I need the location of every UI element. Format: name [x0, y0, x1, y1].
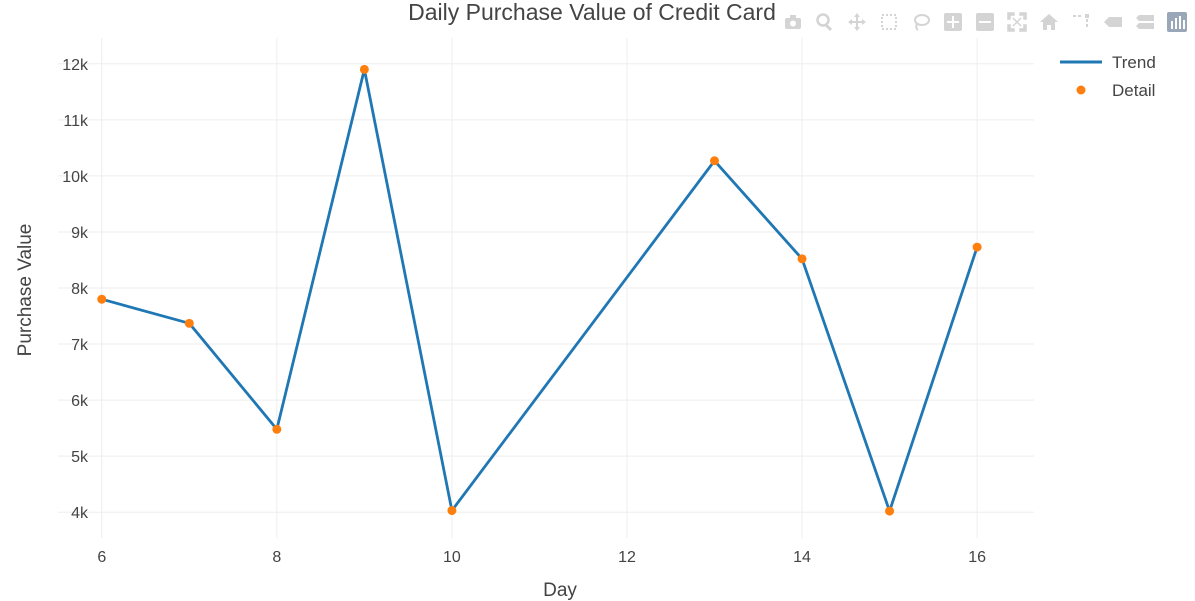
- x-tick-label: 14: [793, 549, 811, 566]
- y-tick-label: 11k: [63, 113, 89, 130]
- x-axis-title: Day: [543, 580, 577, 601]
- grid-lines: [58, 38, 1034, 538]
- y-tick-label: 9k: [71, 225, 89, 242]
- data-point-detail: [885, 506, 895, 516]
- camera-icon[interactable]: [779, 8, 807, 36]
- data-point-detail: [272, 424, 282, 434]
- y-axis-title: Purchase Value: [15, 224, 36, 357]
- legend[interactable]: Trend Detail: [1060, 53, 1156, 100]
- legend-item-trend[interactable]: Trend: [1060, 53, 1156, 72]
- y-tick-labels: 4k 5k 6k 7k 8k 9k 10k 11k 12k: [62, 57, 89, 522]
- hover-compare-icon[interactable]: [1131, 8, 1159, 36]
- chart-title: Daily Purchase Value of Credit Card: [408, 0, 776, 25]
- data-point-detail: [184, 318, 194, 328]
- autoscale-icon[interactable]: [1003, 8, 1031, 36]
- x-tick-label: 10: [443, 549, 461, 566]
- data-point-detail: [710, 156, 720, 166]
- x-tick-label: 16: [968, 549, 986, 566]
- x-tick-label: 6: [97, 549, 106, 566]
- legend-detail-label: Detail: [1112, 81, 1155, 100]
- series-line-trend: [101, 67, 979, 513]
- data-point-detail: [97, 294, 107, 304]
- series-layer: [97, 64, 982, 516]
- y-tick-label: 10k: [62, 169, 89, 186]
- y-tick-label: 12k: [62, 57, 89, 74]
- legend-item-detail[interactable]: Detail: [1076, 81, 1156, 100]
- legend-detail-swatch: [1076, 85, 1086, 95]
- x-tick-label: 12: [618, 549, 636, 566]
- x-tick-labels: 6 8 10 12 14 16: [97, 549, 986, 566]
- data-point-detail: [359, 64, 369, 74]
- data-point-detail: [972, 242, 982, 252]
- x-tick-label: 8: [272, 549, 281, 566]
- y-tick-label: 4k: [71, 505, 89, 522]
- y-tick-label: 8k: [71, 281, 89, 298]
- y-tick-label: 5k: [71, 449, 89, 466]
- reset-axes-icon[interactable]: [1035, 8, 1063, 36]
- hover-closest-icon[interactable]: [1099, 8, 1127, 36]
- pan-icon[interactable]: [843, 8, 871, 36]
- y-tick-label: 7k: [71, 337, 89, 354]
- y-tick-label: 6k: [71, 393, 89, 410]
- plotly-logo-icon[interactable]: [1163, 8, 1191, 36]
- zoom-in-icon[interactable]: [939, 8, 967, 36]
- data-point-detail: [447, 506, 457, 516]
- zoom-out-icon[interactable]: [971, 8, 999, 36]
- lasso-select-icon[interactable]: [907, 8, 935, 36]
- zoom-icon[interactable]: [811, 8, 839, 36]
- data-point-detail: [797, 254, 807, 264]
- modebar: [779, 8, 1191, 36]
- box-select-icon[interactable]: [875, 8, 903, 36]
- spike-lines-icon[interactable]: [1067, 8, 1095, 36]
- legend-trend-label: Trend: [1112, 53, 1156, 72]
